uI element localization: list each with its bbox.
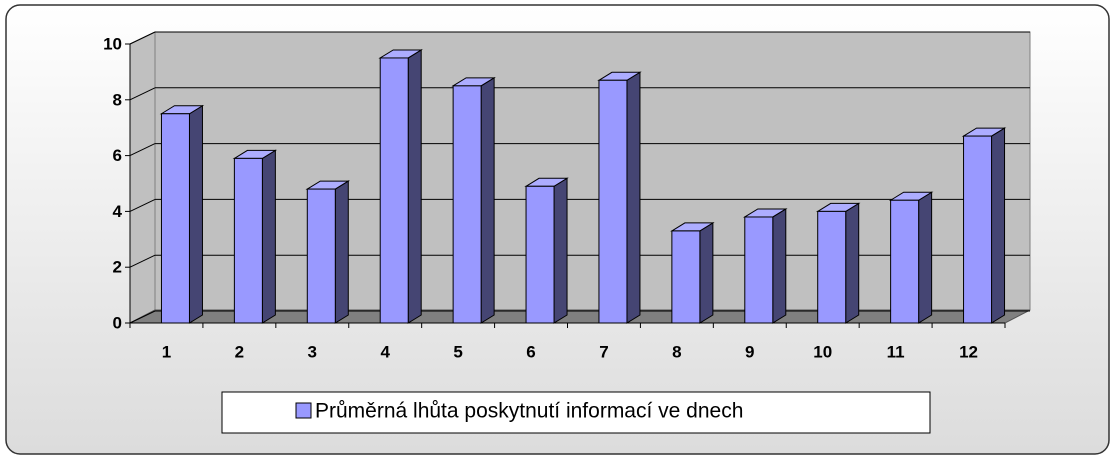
y-tick-label: 10	[103, 34, 122, 53]
x-tick-label: 11	[887, 342, 905, 361]
bar-side	[261, 149, 276, 324]
x-tick-label: 5	[453, 342, 462, 361]
x-tick-label: 9	[745, 342, 754, 361]
bar	[232, 149, 278, 324]
y-tick-label: 8	[113, 90, 122, 109]
side-wall	[129, 31, 156, 324]
bar-side	[407, 49, 422, 324]
bar	[305, 180, 351, 324]
bar	[815, 202, 861, 324]
bar	[743, 208, 788, 324]
grid-line-side	[129, 310, 156, 324]
bar	[597, 71, 642, 324]
y-tick-label: 0	[113, 313, 122, 332]
bar-front	[233, 157, 263, 324]
x-tick-label: 6	[526, 342, 535, 361]
grid	[129, 31, 1030, 324]
bar	[159, 104, 205, 324]
x-tick-label: 7	[599, 342, 608, 361]
x-tick-label: 10	[813, 342, 832, 361]
grid-line-side	[129, 254, 156, 268]
legend-label: Průměrná lhůta poskytnutí informací ve d…	[315, 400, 743, 423]
bar-side	[845, 202, 860, 324]
x-tick-label: 3	[308, 342, 317, 361]
bar-side	[334, 180, 349, 324]
grid-line-side	[129, 31, 156, 45]
bar	[524, 177, 569, 324]
bar	[451, 76, 496, 324]
bar-front	[744, 216, 774, 324]
grid-line-side	[129, 87, 156, 101]
bar-front	[452, 85, 482, 324]
y-tick-label: 6	[113, 146, 122, 165]
bar-front	[160, 113, 190, 324]
x-tick-label: 4	[380, 342, 390, 361]
bar-side	[553, 177, 568, 324]
bar-side	[772, 208, 787, 324]
bar-front	[525, 185, 555, 324]
x-tick-label: 8	[672, 342, 681, 361]
bars	[159, 49, 1007, 324]
y-tick-label: 2	[113, 258, 122, 277]
bar-side	[699, 222, 714, 324]
legend-swatch	[295, 402, 312, 419]
bar-front	[890, 199, 920, 324]
bar-side	[626, 71, 641, 324]
bar-side	[918, 191, 933, 324]
bar	[961, 127, 1007, 324]
bar-front	[306, 188, 336, 324]
grid-line-side	[129, 198, 156, 212]
legend	[221, 391, 931, 434]
bar-side	[991, 127, 1006, 324]
x-tick-label: 12	[959, 342, 978, 361]
bar-side	[480, 76, 495, 324]
bar	[670, 222, 715, 324]
bar-front	[963, 135, 993, 324]
grid-line-side	[129, 143, 156, 157]
bar-side	[188, 104, 203, 324]
bar-front	[817, 210, 847, 324]
x-tick-label: 1	[162, 342, 171, 361]
bar-front	[379, 57, 409, 324]
bar-front	[598, 79, 628, 324]
y-tick-label: 4	[113, 202, 123, 221]
bar	[888, 191, 934, 324]
bar-front	[671, 230, 701, 324]
x-tick-label: 2	[235, 342, 244, 361]
bar	[378, 49, 423, 324]
